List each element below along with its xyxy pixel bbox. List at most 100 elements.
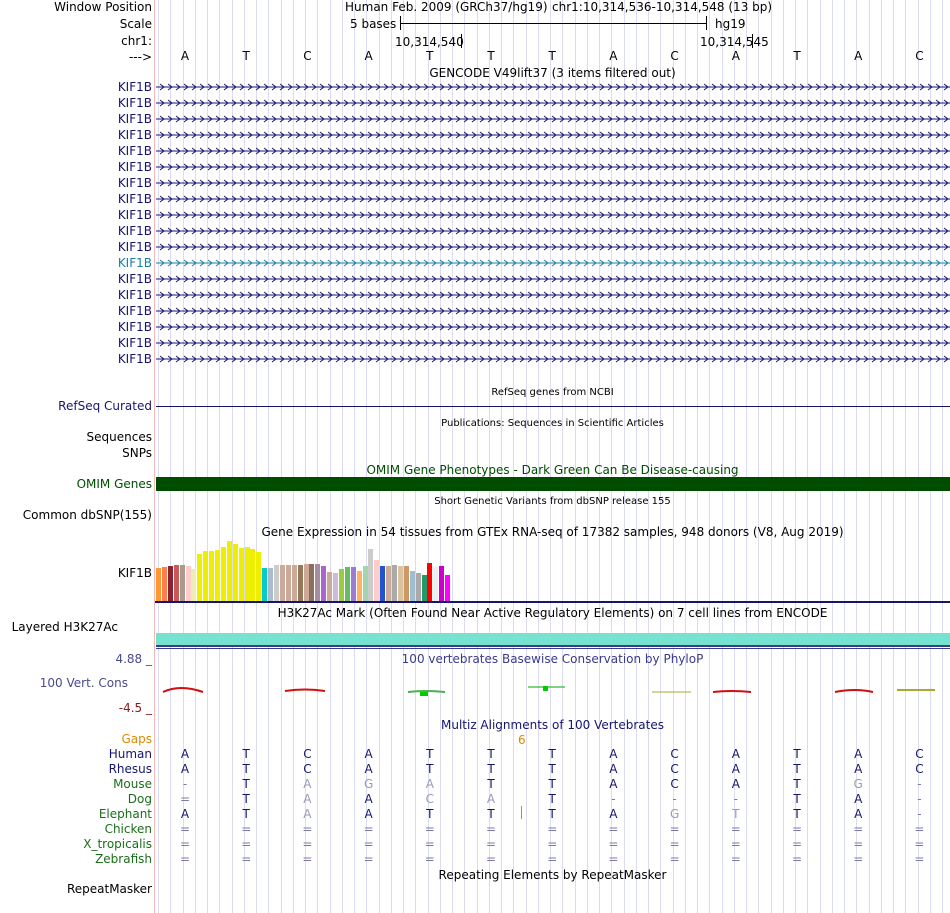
- gtex-tissue-bar[interactable]: [191, 569, 197, 601]
- cons-wiggle[interactable]: [155, 678, 950, 704]
- h3k27ac-signal[interactable]: [156, 633, 950, 645]
- gencode-gene-label[interactable]: KIF1B: [117, 144, 152, 158]
- gtex-tissue-bar[interactable]: [297, 565, 303, 601]
- gencode-gene-label[interactable]: KIF1B: [117, 240, 152, 254]
- gtex-tissue-bar[interactable]: [409, 571, 415, 601]
- gtex-bar-chart[interactable]: [155, 540, 950, 602]
- gencode-gene-label[interactable]: KIF1B: [117, 272, 152, 286]
- gtex-tissue-bar[interactable]: [433, 567, 439, 601]
- gtex-tissue-bar[interactable]: [185, 566, 191, 601]
- refseq-gene-line[interactable]: [156, 406, 950, 407]
- gtex-tissue-bar[interactable]: [291, 565, 297, 601]
- cons-label[interactable]: 100 Vert. Cons: [39, 676, 128, 690]
- gencode-gene-label[interactable]: KIF1B: [117, 352, 152, 366]
- gtex-tissue-bar[interactable]: [161, 567, 167, 601]
- gtex-tissue-bar[interactable]: [344, 567, 350, 601]
- gtex-tissue-bar[interactable]: [356, 571, 362, 601]
- gencode-transcript-line[interactable]: [156, 275, 950, 283]
- gtex-tissue-bar[interactable]: [415, 573, 421, 601]
- gencode-gene-label[interactable]: KIF1B: [117, 192, 152, 206]
- gencode-transcript-line[interactable]: [156, 227, 950, 235]
- gencode-gene-label[interactable]: KIF1B: [117, 256, 152, 270]
- gtex-tissue-bar[interactable]: [439, 566, 445, 601]
- gencode-gene-label[interactable]: KIF1B: [117, 176, 152, 190]
- gencode-transcript-line[interactable]: [156, 147, 950, 155]
- gencode-transcript-line[interactable]: [156, 131, 950, 139]
- gtex-tissue-bar[interactable]: [309, 564, 315, 601]
- gtex-tissue-bar[interactable]: [392, 565, 398, 601]
- gtex-tissue-bar[interactable]: [445, 575, 451, 601]
- gtex-tissue-bar[interactable]: [226, 541, 232, 601]
- gencode-transcript-line[interactable]: [156, 195, 950, 203]
- gencode-gene-label[interactable]: KIF1B: [117, 336, 152, 350]
- gtex-tissue-bar[interactable]: [303, 564, 309, 601]
- gtex-tissue-bar[interactable]: [285, 565, 291, 601]
- gtex-tissue-bar[interactable]: [333, 573, 339, 601]
- gencode-transcript-line[interactable]: [156, 339, 950, 347]
- gtex-tissue-bar[interactable]: [197, 554, 203, 601]
- gencode-gene-label[interactable]: KIF1B: [117, 80, 152, 94]
- gtex-tissue-bar[interactable]: [397, 566, 403, 601]
- gtex-tissue-bar[interactable]: [279, 565, 285, 601]
- gtex-tissue-bar[interactable]: [220, 547, 226, 601]
- gtex-tissue-bar[interactable]: [268, 568, 274, 601]
- gtex-tissue-bar[interactable]: [362, 566, 368, 601]
- gencode-transcript-line[interactable]: [156, 355, 950, 363]
- gtex-tissue-bar[interactable]: [274, 565, 280, 601]
- gtex-tissue-bar[interactable]: [232, 544, 238, 601]
- gencode-gene-label[interactable]: KIF1B: [117, 320, 152, 334]
- gtex-tissue-bar[interactable]: [380, 566, 386, 601]
- gtex-label[interactable]: KIF1B: [117, 566, 152, 580]
- gtex-tissue-bar[interactable]: [262, 568, 268, 601]
- gencode-transcript-line[interactable]: [156, 243, 950, 251]
- gtex-tissue-bar[interactable]: [203, 551, 209, 601]
- track-area[interactable]: Human Feb. 2009 (GRCh37/hg19) chr1:10,31…: [155, 0, 950, 913]
- gencode-gene-label[interactable]: KIF1B: [117, 224, 152, 238]
- gtex-tissue-bar[interactable]: [421, 575, 427, 601]
- gtex-tissue-bar[interactable]: [321, 566, 327, 601]
- gtex-tissue-bar[interactable]: [256, 552, 262, 601]
- gtex-tissue-bar[interactable]: [368, 549, 374, 601]
- gtex-tissue-bar[interactable]: [244, 547, 250, 601]
- gencode-transcript-line[interactable]: [156, 307, 950, 315]
- gencode-transcript-line[interactable]: [156, 179, 950, 187]
- gencode-transcript-line[interactable]: [156, 291, 950, 299]
- gencode-gene-label[interactable]: KIF1B: [117, 160, 152, 174]
- gencode-gene-label[interactable]: KIF1B: [117, 208, 152, 222]
- gencode-gene-label[interactable]: KIF1B: [117, 304, 152, 318]
- gencode-transcript-line[interactable]: [156, 259, 950, 267]
- gencode-transcript-line[interactable]: [156, 323, 950, 331]
- gtex-tissue-bar[interactable]: [374, 560, 380, 601]
- gtex-tissue-bar[interactable]: [327, 572, 333, 601]
- gencode-transcript-line[interactable]: [156, 211, 950, 219]
- publications-snps-label[interactable]: SNPs: [122, 446, 152, 460]
- gtex-tissue-bar[interactable]: [156, 568, 162, 601]
- gencode-gene-label[interactable]: KIF1B: [117, 96, 152, 110]
- gtex-tissue-bar[interactable]: [386, 566, 392, 601]
- repeatmasker-label[interactable]: RepeatMasker: [66, 882, 152, 896]
- gencode-gene-label[interactable]: KIF1B: [117, 288, 152, 302]
- gtex-tissue-bar[interactable]: [427, 563, 433, 601]
- gencode-gene-label[interactable]: KIF1B: [117, 112, 152, 126]
- gtex-tissue-bar[interactable]: [250, 549, 256, 601]
- gtex-tissue-bar[interactable]: [350, 567, 356, 601]
- gencode-transcript-line[interactable]: [156, 83, 950, 91]
- gtex-tissue-bar[interactable]: [209, 551, 215, 601]
- gtex-tissue-bar[interactable]: [338, 569, 344, 601]
- gencode-gene-label[interactable]: KIF1B: [117, 128, 152, 142]
- dbsnp-label[interactable]: Common dbSNP(155): [22, 508, 152, 522]
- omim-bar[interactable]: [156, 477, 950, 491]
- gtex-tissue-bar[interactable]: [179, 565, 185, 601]
- gtex-tissue-bar[interactable]: [173, 565, 179, 601]
- publications-sequences-label[interactable]: Sequences: [86, 430, 152, 444]
- gencode-transcript-line[interactable]: [156, 99, 950, 107]
- gtex-tissue-bar[interactable]: [215, 550, 221, 601]
- gtex-tissue-bar[interactable]: [167, 566, 173, 601]
- gtex-tissue-bar[interactable]: [315, 564, 321, 601]
- gencode-transcript-line[interactable]: [156, 115, 950, 123]
- refseq-label[interactable]: RefSeq Curated: [58, 399, 152, 413]
- omim-label[interactable]: OMIM Genes: [76, 477, 152, 491]
- gtex-tissue-bar[interactable]: [238, 548, 244, 601]
- h3k27ac-label[interactable]: Layered H3K27Ac: [11, 620, 118, 634]
- gencode-transcript-line[interactable]: [156, 163, 950, 171]
